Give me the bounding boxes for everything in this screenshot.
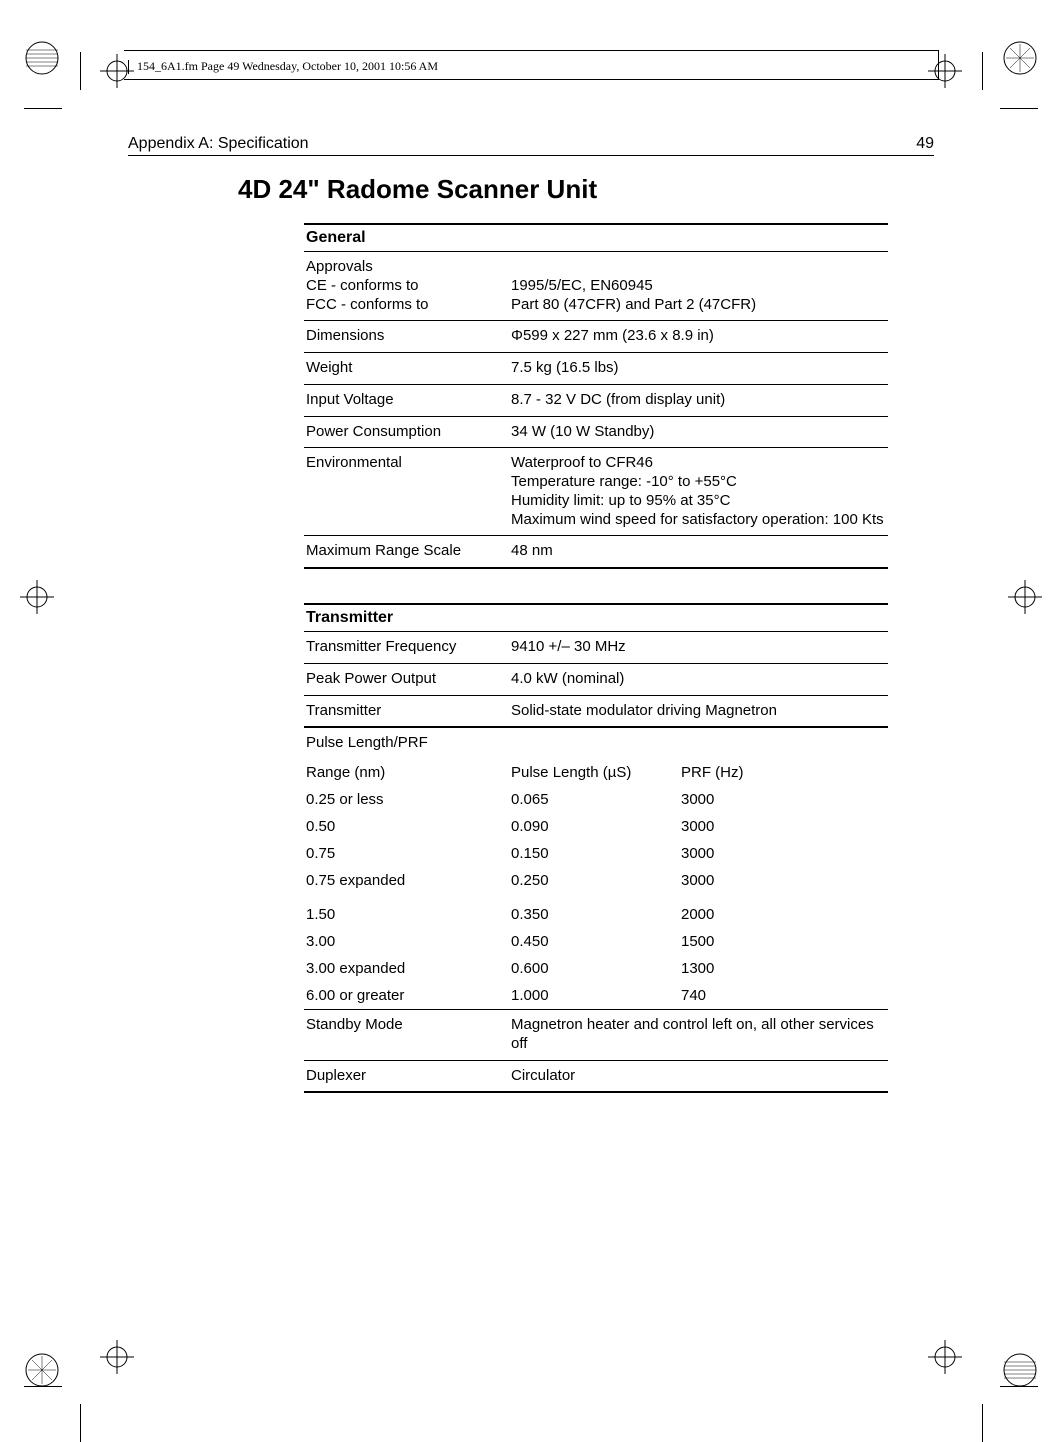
- page-number: 49: [916, 135, 934, 153]
- registration-texture-top-right: [1002, 40, 1038, 76]
- running-header: Appendix A: Specification 49: [128, 135, 934, 156]
- spec-label: Dimensions: [306, 327, 511, 346]
- pulse-cell: 0.25 or less: [306, 791, 511, 808]
- pulse-cell: 0.150: [511, 845, 681, 862]
- spec-label: Input Voltage: [306, 391, 511, 410]
- spec-label: Environmental: [306, 454, 511, 529]
- pulse-row: 1.500.3502000: [304, 894, 888, 928]
- spec-label: Transmitter Frequency: [306, 638, 511, 657]
- table-row: Weight7.5 kg (16.5 lbs): [304, 353, 888, 385]
- pulse-cell: 0.450: [511, 933, 681, 950]
- spec-label: Peak Power Output: [306, 670, 511, 689]
- table-header-general: General: [304, 223, 888, 252]
- pulse-cell: 3.00: [306, 933, 511, 950]
- pulse-cell: 3000: [681, 872, 886, 889]
- spec-label: Duplexer: [306, 1067, 511, 1086]
- pulse-cell: 740: [681, 987, 886, 1004]
- col-range: Range (nm): [306, 764, 511, 781]
- spec-label: Standby Mode: [306, 1016, 511, 1054]
- transmitter-table: Transmitter Transmitter Frequency9410 +/…: [304, 603, 888, 1093]
- page-frame: Appendix A: Specification 49 4D 24" Rado…: [80, 40, 982, 1388]
- pulse-cell: 0.350: [511, 906, 681, 923]
- registration-texture-top-left: [24, 40, 60, 76]
- spec-label: Transmitter: [306, 702, 511, 721]
- pulse-row: 3.00 expanded0.6001300: [304, 955, 888, 982]
- table-row: Approvals CE - conforms to FCC - conform…: [304, 252, 888, 321]
- col-prf: PRF (Hz): [681, 764, 886, 781]
- spec-label: Power Consumption: [306, 423, 511, 442]
- table-row: DuplexerCirculator: [304, 1061, 888, 1094]
- pulse-row: 0.75 expanded0.2503000: [304, 867, 888, 894]
- spec-value: Solid-state modulator driving Magnetron: [511, 702, 886, 721]
- spec-value: 8.7 - 32 V DC (from display unit): [511, 391, 886, 410]
- table-row: EnvironmentalWaterproof to CFR46 Tempera…: [304, 448, 888, 536]
- registration-texture-bottom-left: [24, 1352, 60, 1388]
- pulse-cell: 6.00 or greater: [306, 987, 511, 1004]
- pulse-length-header: Pulse Length/PRF: [306, 734, 511, 753]
- col-pulse-length: Pulse Length (µS): [511, 764, 681, 781]
- spec-value: Waterproof to CFR46 Temperature range: -…: [511, 454, 886, 529]
- spec-value: 34 W (10 W Standby): [511, 423, 886, 442]
- pulse-cell: 3000: [681, 791, 886, 808]
- pulse-cell: 3.00 expanded: [306, 960, 511, 977]
- table-row: Transmitter Frequency9410 +/– 30 MHz: [304, 632, 888, 664]
- pulse-cell: 1.000: [511, 987, 681, 1004]
- registration-texture-bottom-right: [1002, 1352, 1038, 1388]
- pulse-cell: 0.250: [511, 872, 681, 889]
- table-row: Power Consumption34 W (10 W Standby): [304, 417, 888, 449]
- table-row: Maximum Range Scale48 nm: [304, 536, 888, 569]
- registration-mark-icon: [1008, 580, 1042, 614]
- spec-value: Φ599 x 227 mm (23.6 x 8.9 in): [511, 327, 886, 346]
- table-row: Input Voltage8.7 - 32 V DC (from display…: [304, 385, 888, 417]
- spec-value: 7.5 kg (16.5 lbs): [511, 359, 886, 378]
- pulse-cell: 1.50: [306, 906, 511, 923]
- spec-value: Circulator: [511, 1067, 886, 1086]
- table-row: Peak Power Output4.0 kW (nominal): [304, 664, 888, 696]
- pulse-cell: 1300: [681, 960, 886, 977]
- pulse-cell: 0.75: [306, 845, 511, 862]
- pulse-cell: 0.50: [306, 818, 511, 835]
- spec-label: Maximum Range Scale: [306, 542, 511, 561]
- table-header-transmitter: Transmitter: [304, 603, 888, 632]
- pulse-row: 0.500.0903000: [304, 813, 888, 840]
- pulse-cell: 1500: [681, 933, 886, 950]
- spec-label: Approvals CE - conforms to FCC - conform…: [306, 258, 511, 314]
- pulse-cell: 3000: [681, 845, 886, 862]
- pulse-row: 3.000.4501500: [304, 928, 888, 955]
- pulse-cell: 0.75 expanded: [306, 872, 511, 889]
- spec-label: Weight: [306, 359, 511, 378]
- spec-value: 9410 +/– 30 MHz: [511, 638, 886, 657]
- pulse-row: 6.00 or greater1.000740: [304, 982, 888, 1009]
- table-row: DimensionsΦ599 x 227 mm (23.6 x 8.9 in): [304, 321, 888, 353]
- section-title: 4D 24" Radome Scanner Unit: [238, 174, 934, 205]
- spec-value: 48 nm: [511, 542, 886, 561]
- pulse-row: 0.750.1503000: [304, 840, 888, 867]
- pulse-row: 0.25 or less0.0653000: [304, 786, 888, 813]
- spec-value: 1995/5/EC, EN60945 Part 80 (47CFR) and P…: [511, 258, 886, 314]
- pulse-cell: 3000: [681, 818, 886, 835]
- pulse-cell: 0.090: [511, 818, 681, 835]
- pulse-cell: 0.600: [511, 960, 681, 977]
- general-table: General Approvals CE - conforms to FCC -…: [304, 223, 888, 569]
- table-row: Standby ModeMagnetron heater and control…: [304, 1009, 888, 1061]
- spec-value: Magnetron heater and control left on, al…: [511, 1016, 886, 1054]
- table-row: TransmitterSolid-state modulator driving…: [304, 696, 888, 729]
- pulse-cell: 2000: [681, 906, 886, 923]
- spec-value: 4.0 kW (nominal): [511, 670, 886, 689]
- registration-mark-icon: [20, 580, 54, 614]
- running-head-left: Appendix A: Specification: [128, 135, 309, 153]
- pulse-cell: 0.065: [511, 791, 681, 808]
